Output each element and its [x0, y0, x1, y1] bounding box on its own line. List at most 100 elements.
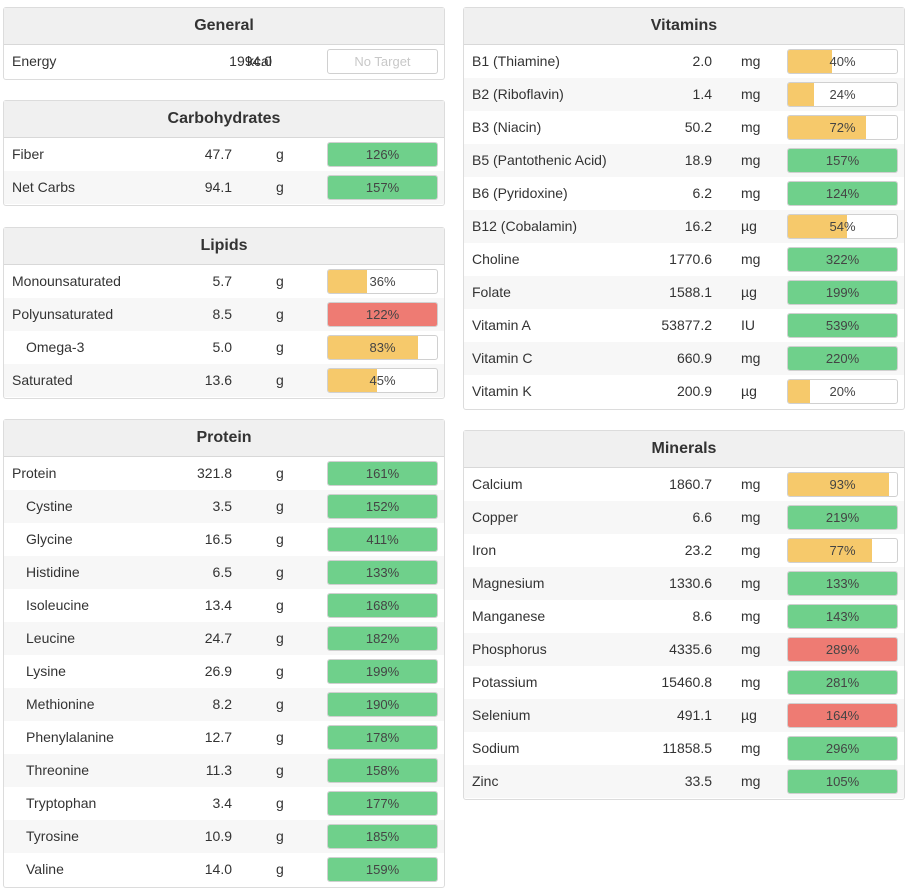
carbohydrates-panel: Carbohydrates Fiber 47.7 g 126% Net Carbs 94.…: [3, 100, 445, 206]
nutrient-row: Copper 6.6 mg 219%: [464, 501, 904, 534]
nutrient-name: Isoleucine: [26, 597, 90, 613]
nutrient-name: Cystine: [26, 498, 73, 514]
nutrient-amount: 12.7: [204, 729, 232, 745]
target-percent-label: 24%: [829, 87, 856, 102]
protein-panel: Protein Protein 321.8 g 161% Cystine 3.5 g 152%…: [3, 419, 445, 888]
target-percent-label: 40%: [829, 54, 856, 69]
nutrient-row: Net Carbs 94.1 g 157%: [4, 171, 444, 204]
target-progress-bar: 164%: [787, 703, 898, 728]
nutrient-row: Phosphorus 4335.6 mg 289%: [464, 633, 904, 666]
nutrient-amount: 6.6: [692, 509, 712, 525]
nutrient-unit: g: [276, 564, 284, 580]
target-percent-label: 281%: [825, 675, 860, 690]
target-progress-fill: [328, 825, 437, 848]
nutrient-row: Manganese 8.6 mg 143%: [464, 600, 904, 633]
target-percent-label: 133%: [365, 565, 400, 580]
nutrient-row: Cystine 3.5 g 152%: [4, 490, 444, 523]
carbohydrates-rows: Fiber 47.7 g 126% Net Carbs 94.1 g 157%: [4, 138, 444, 204]
target-progress-fill: [788, 704, 897, 727]
nutrient-row: Tyrosine 10.9 g 185%: [4, 820, 444, 853]
target-progress-bar: 24%: [787, 82, 898, 107]
target-progress-bar: 322%: [787, 247, 898, 272]
nutrient-unit: g: [276, 339, 284, 355]
nutrient-amount: 3.4: [212, 795, 232, 811]
target-percent-label: 133%: [825, 576, 860, 591]
target-percent-label: 199%: [825, 285, 860, 300]
target-percent-label: 36%: [369, 274, 396, 289]
target-percent-label: 190%: [365, 697, 400, 712]
nutrient-unit: g: [276, 146, 284, 162]
target-percent-label: 322%: [825, 252, 860, 267]
target-percent-label: 182%: [365, 631, 400, 646]
vitamins-rows: B1 (Thiamine) 2.0 mg 40% B2 (Riboflavin) 1.4 m…: [464, 45, 904, 408]
nutrient-name: Calcium: [472, 476, 523, 492]
nutrient-name: Methionine: [26, 696, 95, 712]
nutrient-amount: 23.2: [684, 542, 712, 558]
nutrient-name: Fiber: [12, 146, 44, 162]
target-progress-fill: [788, 572, 897, 595]
nutrient-amount: 3.5: [212, 498, 232, 514]
target-progress-fill: [328, 594, 437, 617]
target-progress-fill: [788, 347, 897, 370]
nutrient-unit: mg: [741, 674, 761, 690]
minerals-panel: Minerals Calcium 1860.7 mg 93% Copper 6.6 mg 21…: [463, 430, 905, 800]
nutrient-row: Phenylalanine 12.7 g 178%: [4, 721, 444, 754]
nutrient-unit: g: [276, 663, 284, 679]
nutrient-name: Polyunsaturated: [12, 306, 114, 322]
nutrient-name: Choline: [472, 251, 520, 267]
target-progress-fill: [788, 638, 897, 661]
target-percent-label: 20%: [829, 384, 856, 399]
nutrient-unit: mg: [741, 119, 761, 135]
vitamins-panel-title: Vitamins: [464, 8, 904, 45]
target-progress-bar: 177%: [327, 791, 438, 816]
nutrient-row: B2 (Riboflavin) 1.4 mg 24%: [464, 78, 904, 111]
target-progress-fill: [328, 462, 437, 485]
target-progress-fill: [788, 281, 897, 304]
target-progress-bar: 124%: [787, 181, 898, 206]
nutrient-unit: g: [276, 465, 284, 481]
nutrient-unit: mg: [741, 350, 761, 366]
nutrient-name: Net Carbs: [12, 179, 76, 195]
target-progress-bar: 161%: [327, 461, 438, 486]
target-progress-fill: [328, 561, 437, 584]
nutrient-row: Isoleucine 13.4 g 168%: [4, 589, 444, 622]
target-progress-bar: 411%: [327, 527, 438, 552]
nutrient-amount: 8.5: [212, 306, 232, 322]
nutrient-unit: mg: [741, 740, 761, 756]
nutrient-unit: mg: [741, 185, 761, 201]
nutrient-unit: mg: [741, 251, 761, 267]
target-progress-fill: [328, 627, 437, 650]
nutrient-row: Glycine 16.5 g 411%: [4, 523, 444, 556]
target-percent-label: 122%: [365, 307, 400, 322]
target-progress-fill: [328, 660, 437, 683]
target-progress-fill: [328, 270, 368, 293]
nutrient-row: Polyunsaturated 8.5 g 122%: [4, 298, 444, 331]
nutrient-row: B12 (Cobalamin) 16.2 µg 54%: [464, 210, 904, 243]
target-progress-bar: 20%: [787, 379, 898, 404]
nutrient-unit: g: [276, 729, 284, 745]
nutrient-unit: g: [276, 273, 284, 289]
nutrient-unit: mg: [741, 86, 761, 102]
nutrient-unit: g: [276, 828, 284, 844]
target-progress-fill: [328, 693, 437, 716]
target-progress-bar: 122%: [327, 302, 438, 327]
target-progress-fill: [788, 539, 872, 562]
nutrient-name: Glycine: [26, 531, 73, 547]
nutrient-amount: 1860.7: [669, 476, 712, 492]
nutrient-name: Copper: [472, 509, 518, 525]
target-progress-fill: [328, 759, 437, 782]
nutrient-unit: g: [276, 696, 284, 712]
nutrient-name: Histidine: [26, 564, 80, 580]
nutrient-unit: g: [276, 179, 284, 195]
target-progress-fill: [788, 737, 897, 760]
nutrient-name: Selenium: [472, 707, 531, 723]
target-progress-fill: [328, 369, 378, 392]
target-percent-label: 539%: [825, 318, 860, 333]
target-percent-label: 105%: [825, 774, 860, 789]
nutrient-unit: g: [276, 498, 284, 514]
target-progress-bar: No Target: [327, 49, 438, 74]
target-progress-bar: 93%: [787, 472, 898, 497]
carbohydrates-panel-title: Carbohydrates: [4, 101, 444, 138]
target-progress-bar: 54%: [787, 214, 898, 239]
nutrient-amount: 1330.6: [669, 575, 712, 591]
